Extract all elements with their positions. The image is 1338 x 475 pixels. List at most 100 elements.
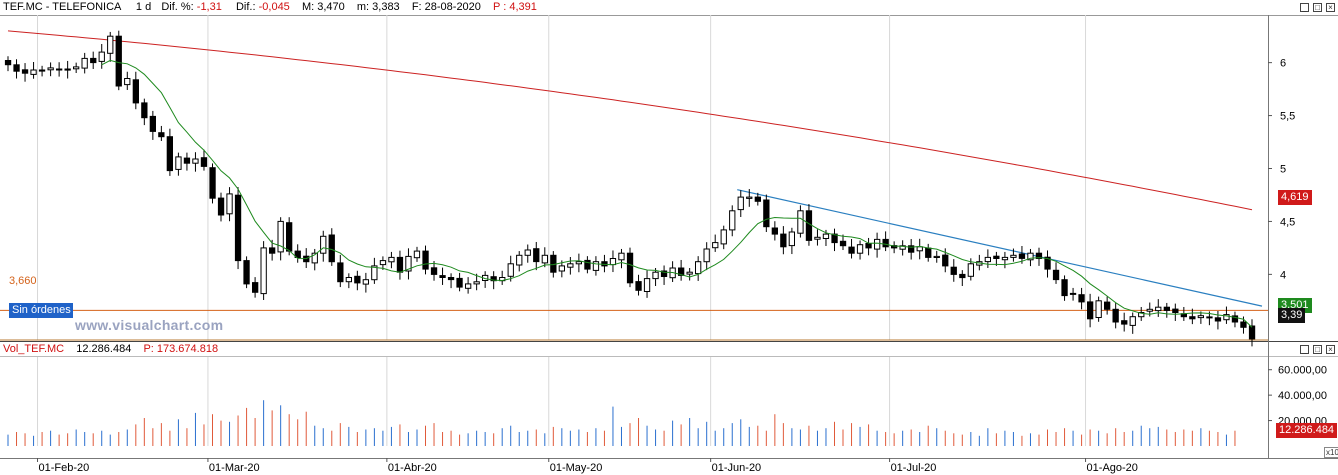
- candle-28: [243, 260, 250, 285]
- candle-74: [635, 281, 642, 291]
- candle-119: [1018, 253, 1026, 259]
- candle-84: [720, 229, 727, 245]
- candle-100: [856, 244, 864, 254]
- price-header: TEF.MC - TELEFONICA 1 d Dif. %: -1,31 Di…: [3, 1, 537, 13]
- candle-17: [149, 115, 156, 132]
- volume-close-icon[interactable]: ×: [1326, 345, 1335, 354]
- month-label-4: 01-Jun-20: [712, 462, 762, 474]
- candle-69: [592, 261, 600, 271]
- minimize-icon[interactable]: _: [1300, 3, 1309, 12]
- candle-144: [1231, 315, 1239, 323]
- candle-131: [1121, 320, 1128, 325]
- month-label-3: 01-May-20: [550, 462, 603, 474]
- candle-110: [942, 254, 949, 267]
- candle-109: [933, 255, 940, 258]
- candle-145: [1240, 321, 1247, 328]
- candle-52: [447, 277, 455, 281]
- candle-105: [899, 245, 906, 250]
- candle-60: [516, 254, 523, 266]
- candle-107: [916, 246, 923, 252]
- candle-41: [354, 275, 361, 284]
- last-price-tag: 3,39: [1278, 308, 1306, 323]
- candle-66: [567, 263, 574, 268]
- volume-scale-label: x10: [1324, 447, 1338, 458]
- candle-30: [260, 247, 267, 295]
- volume-tick-label-1: 40.000,00: [1278, 390, 1327, 402]
- candle-82: [703, 248, 710, 263]
- dif-pct-value: -1,31: [196, 1, 222, 13]
- candle-108: [925, 247, 932, 258]
- candle-124: [1061, 279, 1068, 297]
- volume-value: 12.286.484: [76, 343, 132, 355]
- candle-34: [294, 250, 301, 259]
- candle-32: [277, 220, 284, 253]
- candle-89: [763, 199, 770, 228]
- volume-p-label: P: 173.674.818: [143, 343, 219, 355]
- candle-121: [1035, 252, 1043, 259]
- volume-maximize-icon[interactable]: □: [1313, 345, 1322, 354]
- max-label: M: 3,470: [301, 1, 345, 13]
- header-bar: [0, 0, 1338, 15]
- candle-103: [882, 238, 889, 248]
- candle-19: [166, 136, 173, 172]
- candle-37: [320, 235, 327, 254]
- candle-39: [337, 262, 344, 283]
- candle-83: [712, 242, 719, 249]
- month-label-2: 01-Abr-20: [388, 462, 437, 474]
- candle-134: [1146, 308, 1153, 312]
- maximize-icon[interactable]: □: [1313, 3, 1322, 12]
- candle-25: [217, 197, 225, 216]
- candle-101: [865, 243, 872, 249]
- candle-90: [771, 227, 779, 235]
- dif-value: -0,045: [258, 1, 290, 13]
- candle-15: [132, 79, 139, 104]
- close-icon[interactable]: ×: [1326, 3, 1335, 12]
- candle-61: [524, 249, 531, 256]
- candle-27: [234, 194, 242, 262]
- dif-pct-label: Dif. %:: [161, 1, 194, 13]
- candle-12: [107, 35, 114, 54]
- candle-13: [115, 35, 122, 87]
- candle-20: [175, 156, 182, 170]
- orders-badge[interactable]: Sin órdenes: [9, 303, 73, 318]
- candle-75: [643, 278, 651, 293]
- symbol-label: TEF.MC - TELEFONICA: [3, 1, 121, 13]
- candle-43: [371, 265, 378, 281]
- candle-141: [1206, 316, 1213, 319]
- candle-49: [422, 250, 429, 270]
- candle-123: [1052, 269, 1060, 281]
- candle-115: [984, 256, 992, 263]
- candle-55: [473, 281, 480, 285]
- candle-116: [993, 255, 1000, 260]
- candle-76: [652, 271, 659, 280]
- candle-53: [456, 277, 463, 288]
- candle-16: [141, 102, 148, 119]
- candle-81: [695, 261, 702, 275]
- candle-135: [1155, 306, 1162, 312]
- candle-31: [269, 247, 276, 254]
- candle-21: [183, 157, 191, 164]
- candle-0: [4, 60, 12, 66]
- candle-62: [533, 248, 540, 263]
- candle-10: [90, 57, 97, 64]
- candle-95: [814, 236, 821, 240]
- candle-6: [56, 68, 63, 71]
- candle-44: [379, 260, 387, 266]
- volume-name: Vol_TEF.MC: [3, 343, 65, 355]
- candle-106: [908, 245, 915, 253]
- candle-129: [1104, 301, 1111, 310]
- price-tick-label-4: 4: [1280, 269, 1286, 281]
- price-tick-label-3: 4,5: [1280, 216, 1295, 228]
- volume-minimize-icon[interactable]: _: [1300, 345, 1309, 354]
- candle-130: [1112, 308, 1119, 323]
- candle-113: [967, 263, 975, 277]
- min-label: m: 3,383: [356, 1, 400, 13]
- month-label-5: 01-Jul-20: [891, 462, 937, 474]
- candle-118: [1010, 254, 1017, 258]
- month-label-0: 01-Feb-20: [39, 462, 90, 474]
- month-label-1: 01-Mar-20: [209, 462, 260, 474]
- candle-88: [754, 196, 762, 202]
- candle-7: [64, 68, 71, 71]
- candle-122: [1044, 256, 1051, 270]
